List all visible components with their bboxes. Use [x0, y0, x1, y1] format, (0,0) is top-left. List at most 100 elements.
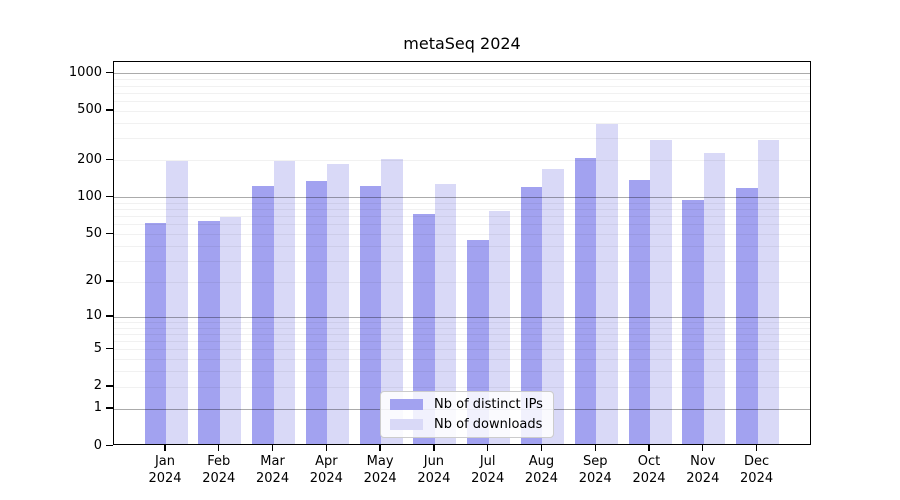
gridline-minor	[114, 101, 810, 102]
x-tick-mark	[218, 445, 220, 451]
gridline-minor	[114, 122, 810, 124]
x-tick-mark	[325, 445, 328, 451]
x-tick-label-jun: Jun 2024	[417, 454, 451, 486]
legend: Nb of distinct IPs Nb of downloads	[380, 391, 554, 438]
gridline-minor	[114, 245, 810, 247]
legend-row-distinct-ips: Nb of distinct IPs	[390, 397, 543, 412]
y-tick-label-500: 500	[77, 102, 102, 118]
bar-sep-downloads	[596, 123, 618, 444]
x-tick-mark	[648, 445, 650, 451]
x-tick-mark	[702, 445, 704, 451]
gridline-minor	[114, 92, 810, 94]
bar-feb-downloads	[219, 217, 242, 444]
x-tick-label-mar: Mar 2024	[256, 454, 290, 486]
legend-swatch-distinct-ips	[390, 399, 423, 410]
bar-nov-downloads	[703, 153, 726, 444]
y-tick-mark	[106, 444, 113, 446]
gridline-minor	[114, 224, 810, 226]
gridline-minor	[114, 386, 810, 388]
y-tick-mark	[106, 195, 113, 198]
y-tick-mark	[106, 232, 113, 234]
bar-sep-distinct-ips	[574, 157, 597, 444]
y-tick-mark	[106, 407, 113, 409]
bar-mar-downloads	[273, 161, 296, 444]
x-tick-label-jul: Jul 2024	[471, 454, 505, 486]
bar-mar-distinct-ips	[252, 185, 274, 444]
bar-aug-distinct-ips	[520, 186, 543, 444]
gridline-minor	[114, 333, 810, 335]
bar-dec-downloads	[757, 140, 780, 444]
gridline-minor	[114, 234, 810, 235]
y-tick-label-0: 0	[93, 437, 102, 453]
bar-jan-downloads	[166, 160, 188, 444]
gridline-minor	[114, 79, 810, 81]
legend-label-downloads: Nb of downloads	[434, 417, 543, 432]
bar-dec-distinct-ips	[736, 187, 758, 444]
y-tick-label-200: 200	[77, 151, 102, 167]
x-tick-label-dec: Dec 2024	[740, 454, 774, 486]
bar-may-downloads	[381, 159, 403, 444]
x-tick-mark	[486, 445, 489, 451]
x-tick-mark	[540, 445, 543, 451]
gridline-minor	[114, 138, 810, 140]
bar-oct-downloads	[650, 139, 672, 444]
bar-feb-distinct-ips	[198, 221, 220, 444]
legend-row-downloads: Nb of downloads	[390, 417, 543, 432]
y-tick-mark	[106, 158, 113, 160]
gridline-minor	[114, 110, 810, 112]
y-tick-label-20: 20	[85, 273, 102, 289]
y-tick-mark	[106, 109, 113, 111]
y-tick-label-5: 5	[93, 340, 102, 356]
x-tick-mark	[164, 445, 166, 451]
y-tick-mark	[106, 71, 113, 74]
bar-oct-distinct-ips	[628, 180, 651, 444]
x-tick-label-may: May 2024	[363, 454, 397, 486]
gridline-minor	[114, 202, 810, 204]
plot-area	[113, 61, 811, 445]
x-tick-label-apr: Apr 2024	[309, 454, 343, 486]
x-tick-mark	[379, 445, 381, 451]
bar-apr-downloads	[327, 163, 349, 444]
gridline-minor	[114, 260, 810, 262]
x-tick-label-jan: Jan 2024	[148, 454, 182, 486]
y-tick-label-50: 50	[85, 225, 102, 241]
y-tick-label-2: 2	[93, 378, 102, 394]
legend-label-distinct-ips: Nb of distinct IPs	[434, 397, 543, 412]
y-tick-mark	[106, 315, 113, 317]
bar-nov-distinct-ips	[682, 199, 704, 444]
gridline-minor	[114, 341, 810, 343]
x-tick-label-sep: Sep 2024	[578, 454, 612, 486]
y-tick-label-100: 100	[77, 188, 102, 204]
bar-may-distinct-ips	[359, 186, 382, 444]
gridline-minor	[114, 216, 810, 218]
gridline-major-100	[114, 197, 810, 199]
legend-swatch-downloads	[390, 419, 423, 430]
gridline-major-1000	[114, 73, 810, 75]
x-tick-mark	[755, 445, 758, 451]
x-tick-label-aug: Aug 2024	[524, 454, 558, 486]
gridline-minor	[114, 371, 810, 373]
y-tick-label-1000: 1000	[68, 64, 102, 80]
x-tick-label-nov: Nov 2024	[686, 454, 720, 486]
bar-jun-downloads	[434, 184, 457, 444]
x-tick-label-feb: Feb 2024	[202, 454, 236, 486]
bar-jun-distinct-ips	[413, 214, 435, 444]
gridline-minor	[114, 349, 810, 351]
bar-aug-downloads	[542, 168, 564, 444]
chart-title: metaSeq 2024	[403, 34, 521, 53]
y-tick-label-1: 1	[93, 400, 102, 416]
y-tick-mark	[106, 385, 113, 387]
y-tick-mark	[106, 347, 113, 350]
gridline-minor	[114, 160, 810, 162]
bar-jul-downloads	[488, 211, 511, 444]
x-tick-mark	[271, 445, 274, 451]
x-tick-mark	[594, 445, 596, 451]
gridline-minor	[114, 209, 810, 211]
x-tick-mark	[433, 445, 435, 451]
bar-jan-distinct-ips	[144, 223, 166, 444]
gridline-minor	[114, 321, 810, 323]
bar-apr-distinct-ips	[305, 181, 328, 444]
x-tick-label-oct: Oct 2024	[632, 454, 666, 486]
y-tick-label-10: 10	[85, 308, 102, 324]
